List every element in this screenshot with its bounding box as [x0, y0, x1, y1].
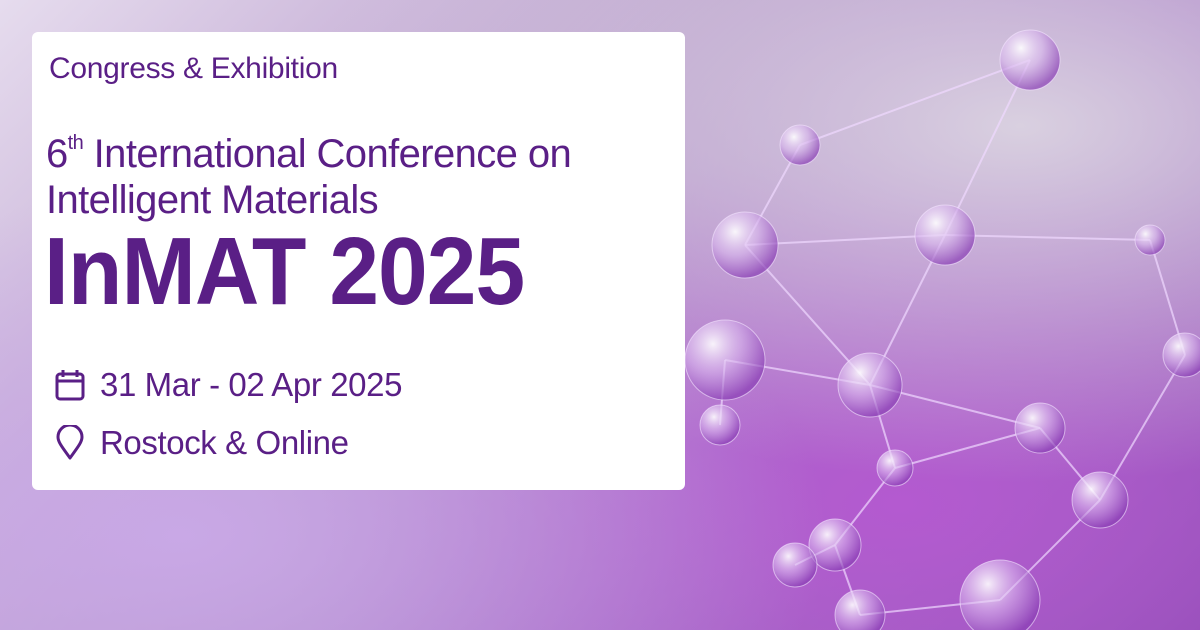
bond-line	[944, 59, 1031, 236]
bond-line	[944, 234, 1151, 241]
atom-sphere	[837, 352, 903, 418]
atom-sphere	[779, 124, 821, 166]
ordinal-number: 6	[46, 132, 68, 176]
atom-sphere	[1162, 332, 1200, 378]
event-name: InMAT 2025	[44, 218, 525, 325]
atom-sphere	[876, 449, 914, 487]
title-line-2: Intelligent Materials	[46, 178, 379, 222]
title-line-1: International Conference on	[83, 132, 572, 176]
conference-title: 6th International Conference on Intellig…	[46, 120, 572, 223]
calendar-icon	[55, 370, 85, 401]
atom-sphere	[1071, 471, 1129, 529]
atom-sphere	[711, 211, 779, 279]
atom-sphere	[999, 29, 1061, 91]
ordinal-suffix: th	[67, 132, 84, 154]
atom-sphere	[914, 204, 976, 266]
event-date: 31 Mar - 02 Apr 2025	[54, 366, 402, 404]
bond-line	[799, 59, 1031, 146]
atom-sphere	[1134, 224, 1166, 256]
atom-sphere	[772, 542, 818, 588]
atom-sphere	[684, 319, 766, 401]
atom-sphere	[699, 404, 741, 446]
location-text: Rostock & Online	[100, 424, 349, 461]
atom-sphere	[834, 589, 886, 630]
atom-sphere	[959, 559, 1041, 630]
atom-sphere	[1014, 402, 1066, 454]
event-info-card: Congress & Exhibition 6th International …	[32, 32, 685, 490]
atom-sphere	[808, 518, 862, 572]
map-pin-icon	[56, 425, 84, 460]
event-subtitle: Congress & Exhibition	[49, 52, 338, 85]
date-text: 31 Mar - 02 Apr 2025	[100, 366, 403, 403]
event-location: Rostock & Online	[54, 424, 349, 462]
